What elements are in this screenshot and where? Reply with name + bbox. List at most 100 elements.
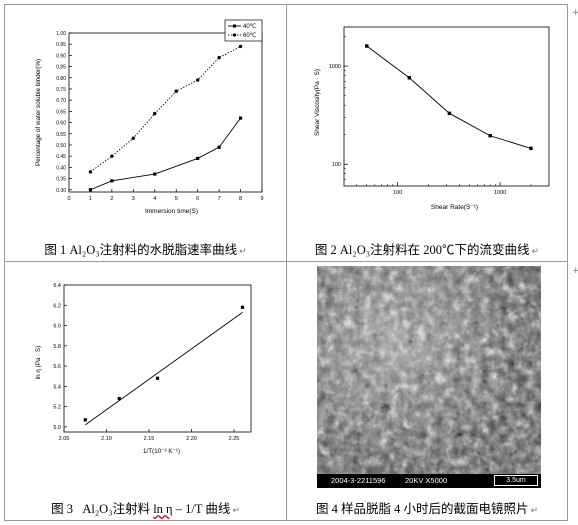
return-mark: ↵ [239,247,247,257]
x-tick-label: 2 [110,196,113,202]
data-point [88,170,93,174]
data-point [83,418,87,422]
data-point [407,76,411,80]
side-mark: + [572,8,578,18]
data-point [240,305,245,309]
x-tick-label: 5 [175,196,178,202]
plot-frame [343,26,550,187]
y-tick-label: 0.75 [56,87,66,93]
data-point [447,111,452,116]
data-point [153,172,157,176]
y-tick-label: 100 [332,162,341,168]
y-tick-label: 6.4 [53,283,61,289]
return-mark: ↵ [531,247,540,257]
return-mark: ↵ [530,506,539,516]
figure-3-caption-prefix: 图 3 Al₂O₃注射料 [51,502,154,516]
data-point [217,55,221,60]
figure-1-chart: 0 1 2 3 4 5 6 7 8 9 0.30 0.35 0.40 0.45 0.50 0.55 0.60 0.… [35,19,264,215]
y-tick-label: 0.70 [56,98,66,104]
x-tick-label: 4 [153,196,156,202]
sem-micrograph: 2004-3-2211596 20KV X5000 3.5um [317,266,541,488]
data-point [153,111,157,116]
x-tick-label: 7 [218,196,221,202]
plot-frame [63,284,252,433]
sem-scale-bar: 3.5um [494,475,538,486]
data-point [155,376,160,380]
figure-2-cell: 100 1000 100 1000 Shear Rate(S⁻¹) Shear Visco… [286,4,568,262]
y-axis-label: Percentage of water soluble binder(%) [35,59,42,166]
y-tick-label: 0.30 [56,188,66,194]
x-tick-label: 1000 [494,190,506,196]
y-tick-label: 5.0 [53,425,61,431]
y-axis-label: Shear Viscosity(Pa · S) [314,69,321,136]
y-tick-label: 0.65 [56,109,66,115]
y-tick-label: 5.4 [53,384,61,390]
x-axis-label: Immersion time(S) [145,208,198,215]
y-tick-label: 5.6 [53,364,61,370]
figure-3-caption-ln-eta: ln η [153,502,173,516]
x-tick-label: 2.05 [59,436,70,442]
x-tick-label: 2.25 [229,436,240,442]
figure-4-caption: 图 4 样品脱脂 4 小时后的截面电镜照片 ↵ [287,498,567,517]
y-axis-label: ln η (Pa · S) [35,346,42,380]
x-tick-label: 6 [196,196,199,202]
x-tick-label: 8 [239,196,242,202]
y-tick-label: 0.35 [56,177,66,183]
figure-1-caption-text: 图 1 Al₂O₃注射料的水脱脂速率曲线 [44,243,238,257]
data-point [529,146,533,151]
y-tick-label: 0.95 [56,42,66,48]
fit-line [84,312,243,426]
y-tick-label: 1.00 [56,31,66,37]
data-point [238,44,243,49]
x-tick-label: 2.20 [186,436,197,442]
sem-info-bar: 2004-3-2211596 20KV X5000 3.5um [317,474,541,488]
x-tick-label: 2.15 [144,436,155,442]
y-tick-label: 0.60 [56,121,66,127]
figure-3-caption-suffix: – 1/T 曲线 [172,502,231,516]
data-point [110,154,114,158]
x-tick-label: 9 [260,196,263,202]
y-tick-label: 0.40 [56,165,66,171]
figure-2-caption-text: 图 2 Al₂O₃注射料在 200℃下的流变曲线 [314,243,530,257]
x-tick-label: 0 [67,196,70,202]
data-point [88,188,93,192]
legend-label: 40℃ [243,24,257,30]
figure-3-chart: 2.05 2.10 2.15 2.20 2.25 5.0 5.2 5.4 5.6 5.8 6.0 6.… [35,283,252,455]
x-tick-label: 100 [393,190,402,196]
y-tick-label: 0.80 [56,76,66,82]
y-tick-label: 6.0 [53,324,61,330]
data-point [196,156,200,161]
figure-4-cell: 2004-3-2211596 20KV X5000 3.5um 图 4 样品脱脂… [286,261,568,521]
legend-marker [232,33,237,37]
figure-2-caption: 图 2 Al₂O₃注射料在 200℃下的流变曲线 ↵ [287,239,567,258]
data-point [117,396,121,401]
figure-4-caption-text: 图 4 样品脱脂 4 小时后的截面电镜照片 [315,502,529,516]
data-point [217,145,221,149]
side-mark: + [572,266,578,276]
y-tick-label: 0.50 [56,143,66,149]
figure-2-chart: 100 1000 100 1000 Shear Rate(S⁻¹) Shear Visco… [314,26,550,211]
y-tick-label: 0.90 [56,53,66,59]
data-point [195,78,200,82]
y-tick-label: 6.2 [53,303,61,309]
x-tick-label: 3 [132,196,135,202]
y-tick-label: 5.8 [53,344,61,350]
return-mark: ↵ [232,506,240,516]
figure-1-caption: 图 1 Al₂O₃注射料的水脱脂速率曲线 ↵ [5,239,286,258]
sem-scale-label: 3.5um [506,477,526,484]
figure-3-caption: 图 3 Al₂O₃注射料 ln η – 1/T 曲线 ↵ [5,498,286,517]
legend-label: 60℃ [243,33,257,39]
figure-3-cell: 2.05 2.10 2.15 2.20 2.25 5.0 5.2 5.4 5.6 5.8 6.0 6.… [4,261,287,521]
figure-1-cell: 0 1 2 3 4 5 6 7 8 9 0.30 0.35 0.40 0.45 0.50 0.55 0.60 0.… [4,4,287,262]
x-tick-label: 2.10 [101,436,112,442]
y-tick-label: 0.55 [56,132,66,138]
series-line-2 [90,46,241,173]
y-tick-label: 5.2 [53,405,61,411]
x-axis-label: 1/T(10⁻³ K⁻¹) [143,448,180,455]
series-line [366,45,532,149]
data-point [488,134,492,138]
series-line-1 [90,117,241,191]
y-tick-label: 0.85 [56,65,66,71]
x-axis-label: Shear Rate(S⁻¹) [431,204,478,211]
